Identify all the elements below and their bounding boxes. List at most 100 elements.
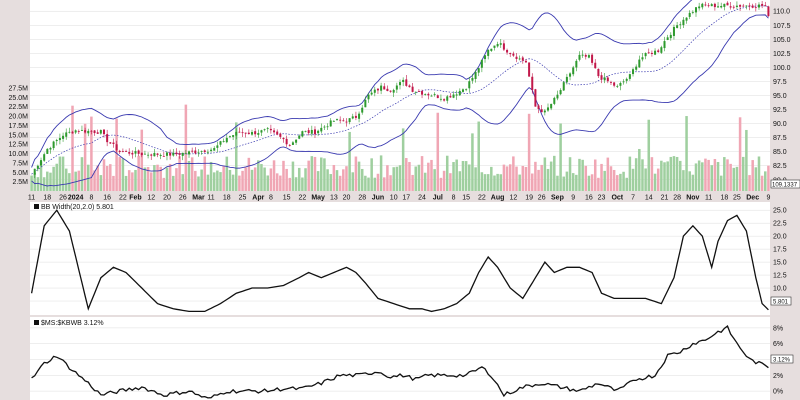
candle-body bbox=[578, 54, 581, 60]
volume-bar bbox=[483, 174, 487, 191]
volume-bar bbox=[263, 167, 266, 191]
bollinger-upper-band bbox=[31, 0, 693, 168]
candle-body bbox=[647, 52, 650, 54]
volume-bar bbox=[124, 175, 128, 191]
candle-body bbox=[298, 135, 301, 139]
candle-body bbox=[490, 48, 493, 51]
volume-bar bbox=[52, 166, 55, 191]
volume-bar bbox=[99, 175, 103, 191]
candle-body bbox=[102, 129, 106, 135]
volume-bar bbox=[764, 171, 767, 191]
kbwb-value-box: 3.12% bbox=[770, 354, 794, 364]
candle-body bbox=[528, 62, 531, 77]
bbw-tick-label: 22.5 bbox=[773, 221, 787, 228]
volume-bar bbox=[587, 175, 591, 191]
kbwb-legend: $MS:$KBWB 3.12% bbox=[34, 320, 104, 327]
candle-body bbox=[657, 50, 660, 53]
volume-bar bbox=[351, 172, 355, 191]
candle-body bbox=[754, 7, 757, 9]
volume-bar bbox=[685, 116, 688, 191]
candle-body bbox=[720, 5, 723, 8]
volume-tick-label: 7.5M bbox=[12, 160, 28, 167]
price-tick-label: 97.5 bbox=[773, 79, 787, 86]
candle-body bbox=[96, 132, 99, 134]
candle-body bbox=[534, 89, 537, 107]
volume-bar bbox=[445, 155, 449, 191]
volume-bar bbox=[55, 163, 59, 191]
date-month-label: Mar bbox=[192, 195, 205, 202]
candle-body bbox=[480, 59, 483, 68]
volume-bar bbox=[49, 172, 52, 191]
volume-bar bbox=[244, 167, 247, 191]
candle-body bbox=[767, 6, 770, 17]
date-tick-label: 26 bbox=[59, 195, 67, 202]
kbwb-tick-label: 6% bbox=[773, 341, 783, 348]
volume-bar bbox=[726, 159, 729, 191]
price-axis: 110.0 107.5 105.0 102.5 100.0 97.5 95.0 92.5 90.… bbox=[773, 9, 791, 185]
date-tick-label: 17 bbox=[402, 195, 410, 202]
candle-body bbox=[609, 82, 612, 83]
candle-body bbox=[326, 126, 329, 128]
candle-body bbox=[247, 132, 250, 135]
volume-bar bbox=[420, 156, 424, 191]
candle-body bbox=[197, 152, 200, 154]
volume-bar bbox=[493, 175, 496, 191]
volume-bar bbox=[74, 171, 77, 191]
candle-body bbox=[342, 120, 345, 122]
candle-body bbox=[751, 5, 754, 8]
volume-bar bbox=[701, 162, 704, 191]
candle-body bbox=[46, 148, 49, 154]
candle-body bbox=[332, 120, 335, 122]
date-tick-label: 7 bbox=[631, 195, 635, 202]
candle-body bbox=[455, 94, 458, 96]
candle-body bbox=[471, 77, 474, 81]
candle-body bbox=[99, 130, 102, 134]
volume-bar bbox=[767, 165, 770, 191]
candle-body bbox=[143, 153, 146, 155]
candle-body bbox=[109, 142, 112, 144]
kbwb-tick-label: 0% bbox=[773, 389, 783, 396]
candle-body bbox=[524, 60, 527, 63]
candle-body bbox=[232, 135, 235, 137]
candle-body bbox=[225, 137, 228, 143]
candle-body bbox=[358, 113, 361, 119]
volume-bar bbox=[310, 156, 314, 191]
candle-body bbox=[493, 45, 496, 48]
volume-bar bbox=[697, 160, 701, 191]
volume-bar bbox=[112, 175, 115, 191]
volume-bar bbox=[405, 158, 408, 191]
volume-bar bbox=[723, 157, 726, 191]
candle-body bbox=[188, 151, 191, 155]
candle-body bbox=[439, 98, 442, 100]
candle-body bbox=[594, 62, 597, 69]
volume-bar bbox=[156, 164, 159, 191]
candle-body bbox=[383, 86, 386, 90]
volume-bar bbox=[64, 168, 68, 191]
kbwb-tick-label: 8% bbox=[773, 325, 783, 332]
date-tick-label: 21 bbox=[661, 195, 669, 202]
volume-bar bbox=[625, 177, 628, 191]
volume-tick-label: 27.5M bbox=[9, 85, 29, 92]
bbw-tick-label: 20.0 bbox=[773, 234, 787, 241]
volume-bar bbox=[401, 128, 405, 191]
volume-bar bbox=[568, 157, 572, 191]
candle-body bbox=[49, 147, 52, 150]
candle-body bbox=[361, 107, 364, 113]
candle-body bbox=[364, 99, 367, 108]
candle-body bbox=[115, 144, 118, 151]
date-tick-label: 25 bbox=[733, 195, 741, 202]
volume-bar bbox=[140, 129, 144, 191]
date-tick-label: 9 bbox=[766, 195, 770, 202]
candle-body bbox=[669, 34, 672, 39]
candle-body bbox=[376, 88, 379, 91]
volume-bar bbox=[669, 156, 673, 191]
volume-bar bbox=[395, 166, 399, 191]
date-month-label: Oct bbox=[611, 195, 623, 202]
candle-body bbox=[184, 153, 187, 155]
volume-bar bbox=[530, 173, 534, 191]
volume-bar bbox=[231, 174, 235, 191]
candle-body bbox=[285, 138, 288, 145]
candle-body bbox=[405, 79, 408, 86]
volume-bar bbox=[477, 121, 480, 191]
